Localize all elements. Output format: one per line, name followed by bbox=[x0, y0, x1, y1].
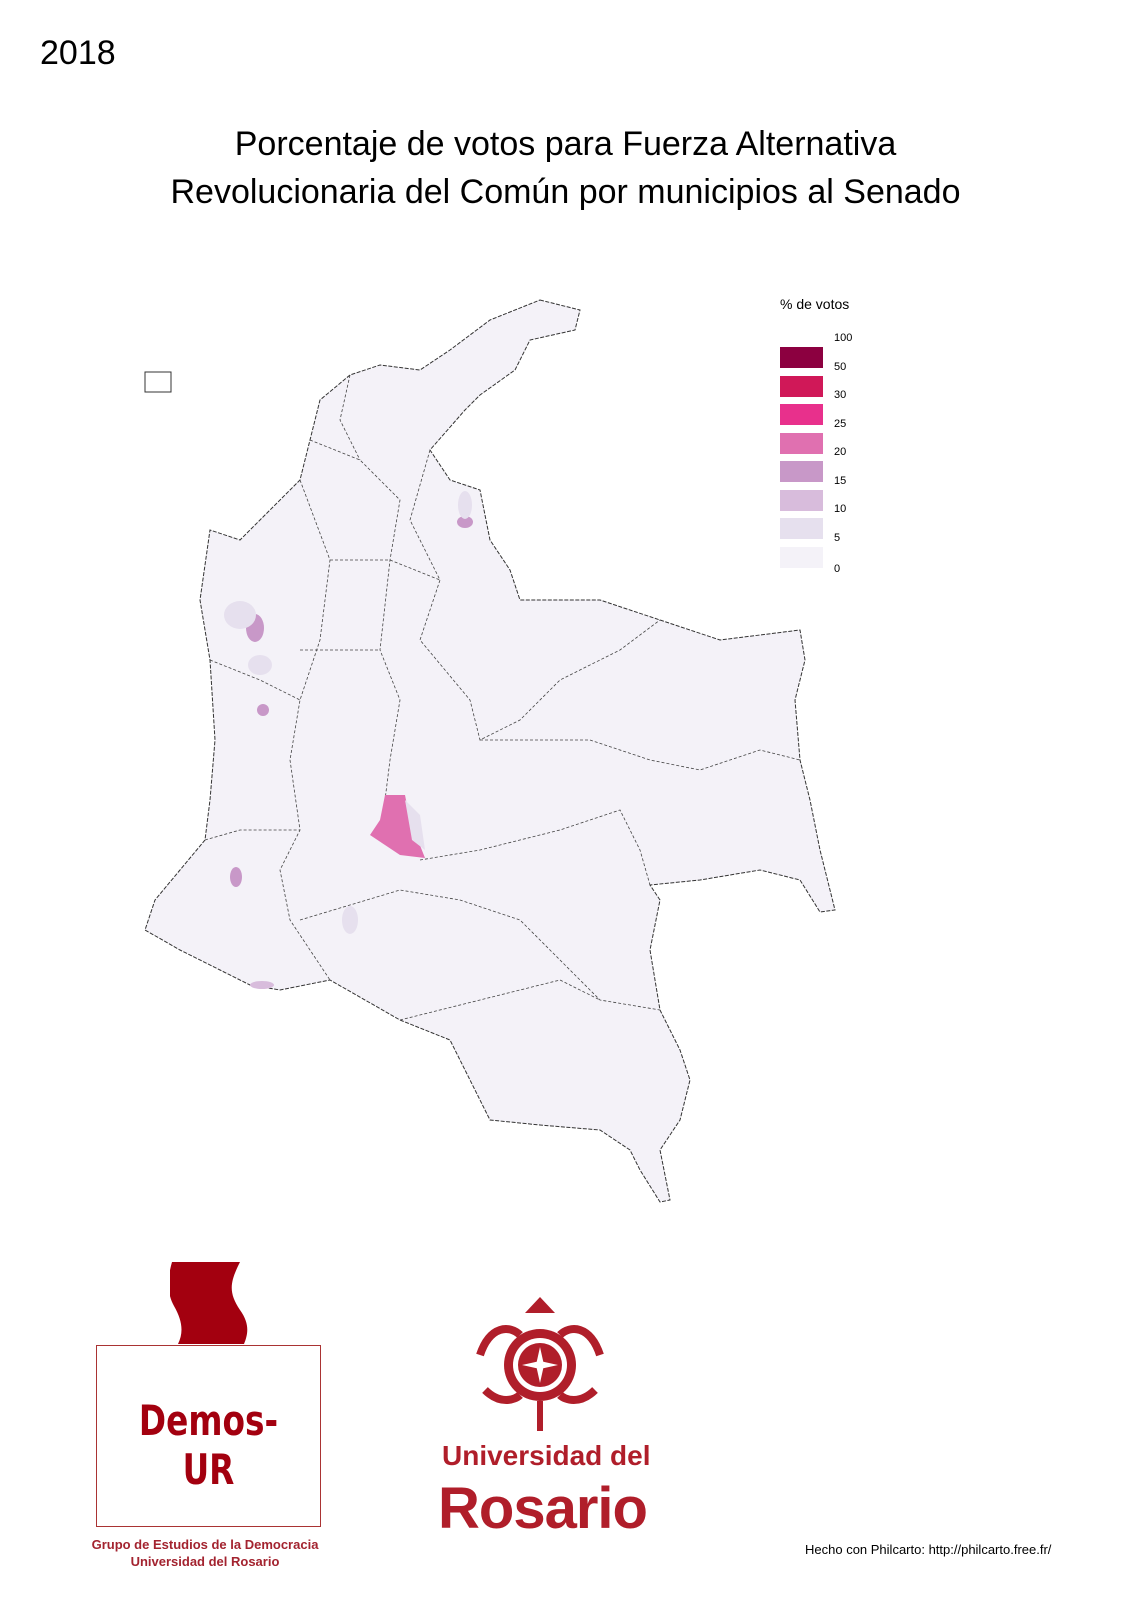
rosario-crest-logo bbox=[476, 1297, 604, 1431]
legend-swatch bbox=[780, 375, 823, 397]
ur-name-line-2: Rosario bbox=[438, 1476, 648, 1541]
highlighted-municipalities bbox=[224, 491, 473, 989]
demos-logo-box: Demos-UR bbox=[96, 1345, 321, 1527]
legend-label: 25 bbox=[834, 417, 847, 430]
legend-swatch bbox=[780, 518, 823, 539]
demos-subtitle: Grupo de Estudios de la Democracia Unive… bbox=[60, 1536, 350, 1570]
ur-name-line-1: Universidad del bbox=[442, 1440, 651, 1471]
map-title: Porcentaje de votos para Fuerza Alternat… bbox=[0, 120, 1131, 216]
legend-label: 5 bbox=[834, 531, 841, 544]
municipality-15-20 bbox=[257, 704, 269, 716]
legend-swatch bbox=[780, 347, 823, 368]
legend-label: 100 bbox=[834, 332, 853, 344]
legend-swatch bbox=[780, 432, 823, 454]
legend-swatch bbox=[780, 546, 823, 568]
colombia-outline bbox=[144, 299, 836, 1203]
legend-label: 0 bbox=[834, 563, 841, 575]
municipality-5-10 bbox=[342, 906, 358, 934]
demos-name: Demos-UR bbox=[138, 1396, 279, 1494]
year-label: 2018 bbox=[40, 34, 116, 72]
legend-label: 50 bbox=[834, 360, 847, 373]
legend-swatch bbox=[780, 404, 823, 425]
demos-sub-line-2: Universidad del Rosario bbox=[130, 1554, 280, 1569]
department-borders bbox=[204, 374, 801, 1021]
municipality-5-10 bbox=[405, 800, 425, 850]
title-line-1: Porcentaje de votos para Fuerza Alternat… bbox=[234, 125, 897, 163]
municipality-10-15 bbox=[250, 981, 274, 989]
title-line-2: Revolucionaria del Común por municipios … bbox=[170, 173, 961, 211]
municipality-15-20 bbox=[457, 516, 473, 528]
legend-label: 30 bbox=[834, 389, 847, 401]
legend-label: 10 bbox=[834, 503, 847, 515]
legend-title: % de votos bbox=[780, 296, 850, 312]
legend-label: 15 bbox=[834, 474, 847, 487]
municipality-15-20 bbox=[230, 867, 242, 887]
inset-box bbox=[144, 371, 172, 393]
municipality-5-10 bbox=[224, 601, 256, 629]
demos-flag-logo bbox=[170, 1262, 248, 1344]
legend-swatch bbox=[780, 489, 823, 511]
legend-swatch bbox=[780, 461, 823, 482]
municipality-5-10 bbox=[458, 491, 472, 519]
municipality-5-10 bbox=[248, 655, 272, 675]
credit-text: Hecho con Philcarto: http://philcarto.fr… bbox=[805, 1542, 1052, 1557]
municipality-20-25 bbox=[370, 795, 425, 858]
demos-sub-line-1: Grupo de Estudios de la Democracia bbox=[91, 1537, 319, 1552]
legend-label: 20 bbox=[834, 446, 847, 458]
